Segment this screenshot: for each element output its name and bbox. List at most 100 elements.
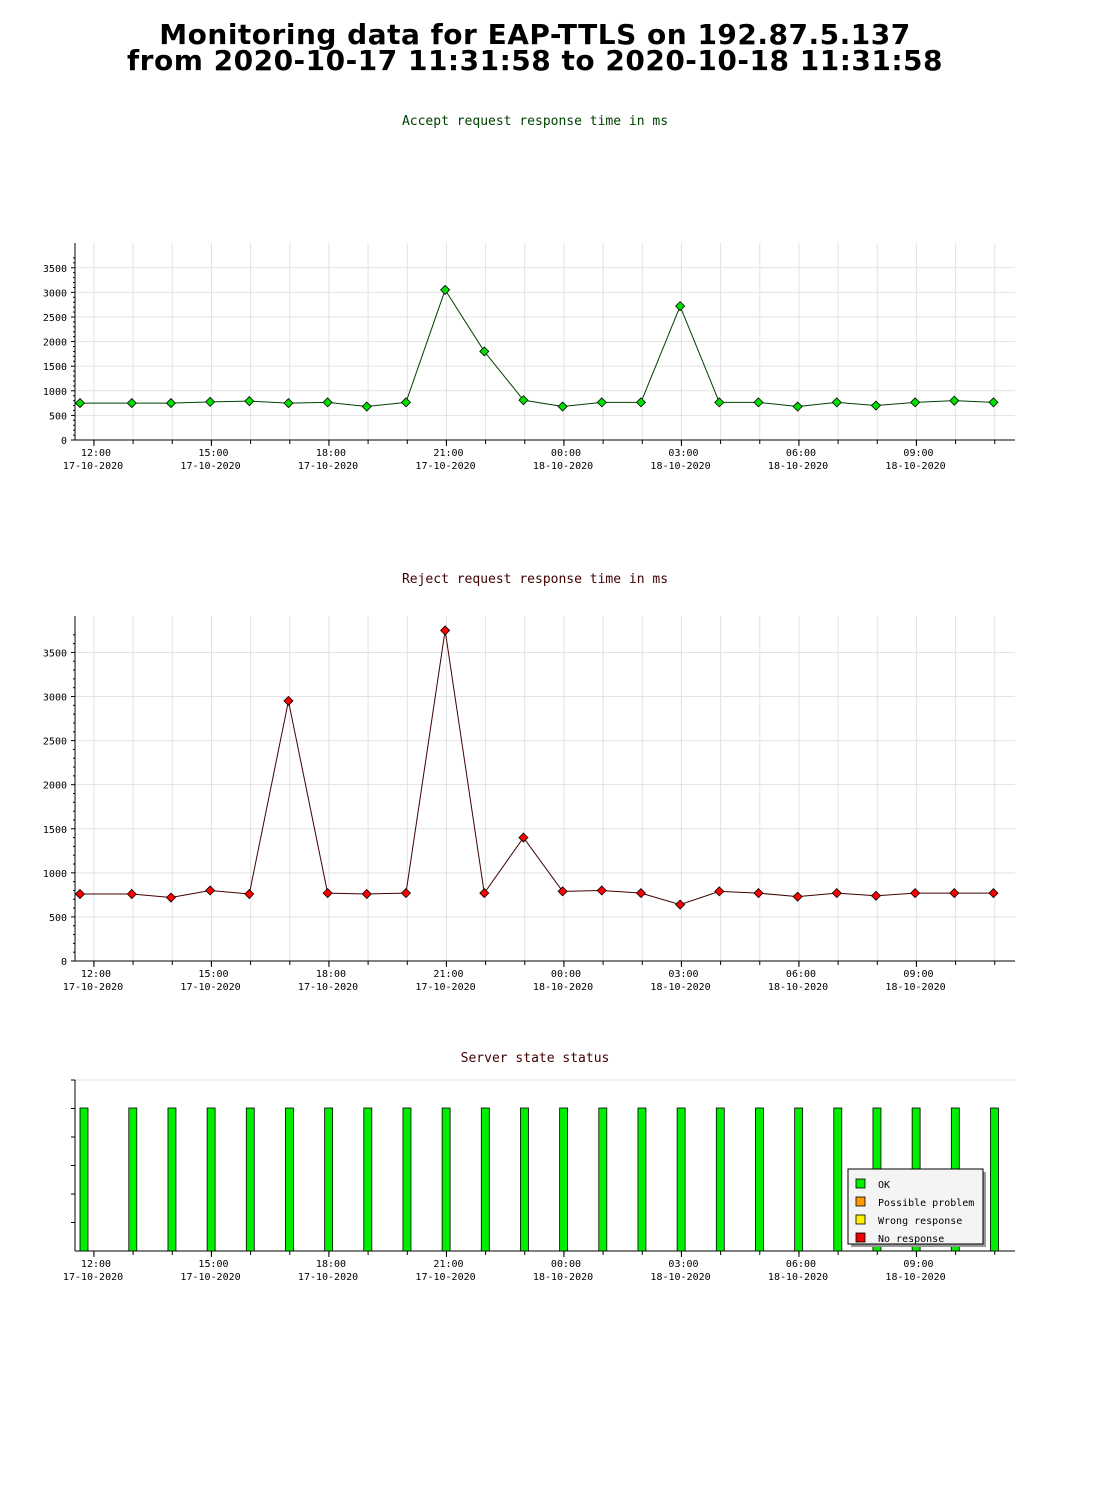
y-tick-label: 2000 (43, 338, 67, 349)
y-tick-label: 0 (61, 957, 67, 968)
status-bar (794, 1107, 804, 1252)
x-tick-date-label: 17-10-2020 (63, 1272, 123, 1283)
status-bar (128, 1107, 138, 1252)
data-point (400, 397, 412, 408)
y-tick-label: 1000 (43, 387, 67, 398)
data-point (753, 397, 764, 408)
data-point (361, 401, 372, 412)
x-tick-date-label: 17-10-2020 (63, 982, 123, 993)
x-tick-time-label: 12:00 (81, 448, 111, 459)
data-point (792, 401, 803, 412)
data-point (322, 397, 333, 408)
status-bar (79, 1107, 89, 1252)
x-tick-date-label: 18-10-2020 (885, 1272, 945, 1283)
data-point (596, 397, 607, 408)
x-tick-date-label: 18-10-2020 (533, 1272, 593, 1283)
data-point (165, 892, 177, 903)
series-line (80, 630, 994, 906)
data-point (283, 398, 294, 409)
x-tick-time-label: 06:00 (786, 1259, 816, 1270)
data-point (440, 625, 451, 636)
y-tick-label: 2000 (43, 781, 67, 792)
x-tick-date-label: 17-10-2020 (180, 461, 240, 472)
x-tick-date-label: 18-10-2020 (650, 461, 710, 472)
legend-swatch (855, 1196, 866, 1207)
status-bar (245, 1107, 255, 1252)
y-tick-label: 500 (49, 411, 67, 422)
y-tick-label: 3000 (43, 288, 67, 299)
page-title: Monitoring data for EAP-TTLS on 192.87.5… (0, 21, 1070, 77)
x-tick-time-label: 00:00 (551, 969, 581, 980)
x-tick-date-label: 17-10-2020 (298, 1272, 358, 1283)
data-point (518, 395, 529, 406)
x-tick-time-label: 21:00 (433, 448, 463, 459)
server-status-chart: Server state status 12:00 17-10-2020 15:00 1… (63, 1051, 1015, 1283)
legend-label: Wrong response (878, 1216, 962, 1227)
x-tick-time-label: 00:00 (551, 448, 581, 459)
status-bar (637, 1107, 647, 1252)
x-tick-date-label: 17-10-2020 (415, 982, 475, 993)
data-point (74, 888, 86, 900)
x-tick-time-label: 03:00 (668, 448, 698, 459)
status-bar (833, 1107, 843, 1252)
accept-response-chart: Accept request response time in ms 0 500 10… (43, 114, 1015, 472)
data-point (635, 397, 647, 408)
x-tick-date-label: 18-10-2020 (768, 1272, 828, 1283)
title-line-2: from 2020-10-17 11:31:58 to 2020-10-18 1… (126, 44, 944, 77)
status-bar (755, 1107, 764, 1252)
x-tick-date-label: 17-10-2020 (63, 461, 123, 472)
status-bar (559, 1107, 569, 1252)
x-tick-date-label: 17-10-2020 (298, 982, 358, 993)
data-point (910, 888, 921, 899)
data-point (283, 695, 294, 706)
x-tick-time-label: 03:00 (668, 1259, 698, 1270)
y-tick-label: 3500 (43, 264, 67, 275)
x-tick-time-label: 06:00 (786, 969, 816, 980)
x-tick-time-label: 12:00 (81, 969, 111, 980)
x-tick-date-label: 17-10-2020 (415, 461, 475, 472)
x-tick-date-label: 18-10-2020 (885, 982, 945, 993)
legend-swatch (855, 1232, 866, 1243)
data-point (675, 899, 686, 910)
status-bar (363, 1107, 373, 1252)
y-tick-label: 3500 (43, 648, 67, 659)
data-point (870, 400, 882, 411)
legend-label: No response (878, 1234, 944, 1245)
x-tick-time-label: 06:00 (786, 448, 816, 459)
data-point (910, 397, 921, 408)
x-tick-time-label: 15:00 (198, 448, 228, 459)
data-point (714, 397, 725, 408)
x-tick-time-label: 15:00 (198, 969, 228, 980)
x-tick-time-label: 09:00 (903, 448, 933, 459)
legend-label: Possible problem (878, 1198, 974, 1209)
data-point (205, 396, 216, 407)
legend-swatch (855, 1214, 866, 1225)
x-tick-time-label: 00:00 (551, 1259, 581, 1270)
data-point (675, 301, 686, 312)
status-bar (206, 1107, 216, 1252)
data-point (753, 888, 764, 899)
y-tick-label: 1500 (43, 362, 67, 373)
data-point (244, 396, 255, 407)
x-tick-time-label: 09:00 (903, 969, 933, 980)
chart-title: Reject request response time in ms (402, 572, 668, 587)
status-bar (285, 1107, 294, 1252)
data-point (596, 885, 607, 896)
data-point (518, 832, 529, 843)
x-tick-date-label: 17-10-2020 (298, 461, 358, 472)
x-tick-date-label: 18-10-2020 (650, 982, 710, 993)
data-point (244, 888, 255, 900)
x-tick-time-label: 09:00 (903, 1259, 933, 1270)
legend-box (847, 1168, 984, 1245)
data-point (988, 397, 999, 408)
data-point (557, 886, 568, 897)
x-tick-time-label: 18:00 (316, 1259, 346, 1270)
status-bar (715, 1107, 725, 1252)
x-tick-time-label: 21:00 (433, 969, 463, 980)
legend-label: OK (878, 1180, 890, 1191)
data-point (831, 397, 842, 408)
data-point (400, 888, 412, 899)
status-bar (167, 1107, 177, 1252)
data-point (714, 886, 725, 897)
data-point (831, 888, 842, 899)
